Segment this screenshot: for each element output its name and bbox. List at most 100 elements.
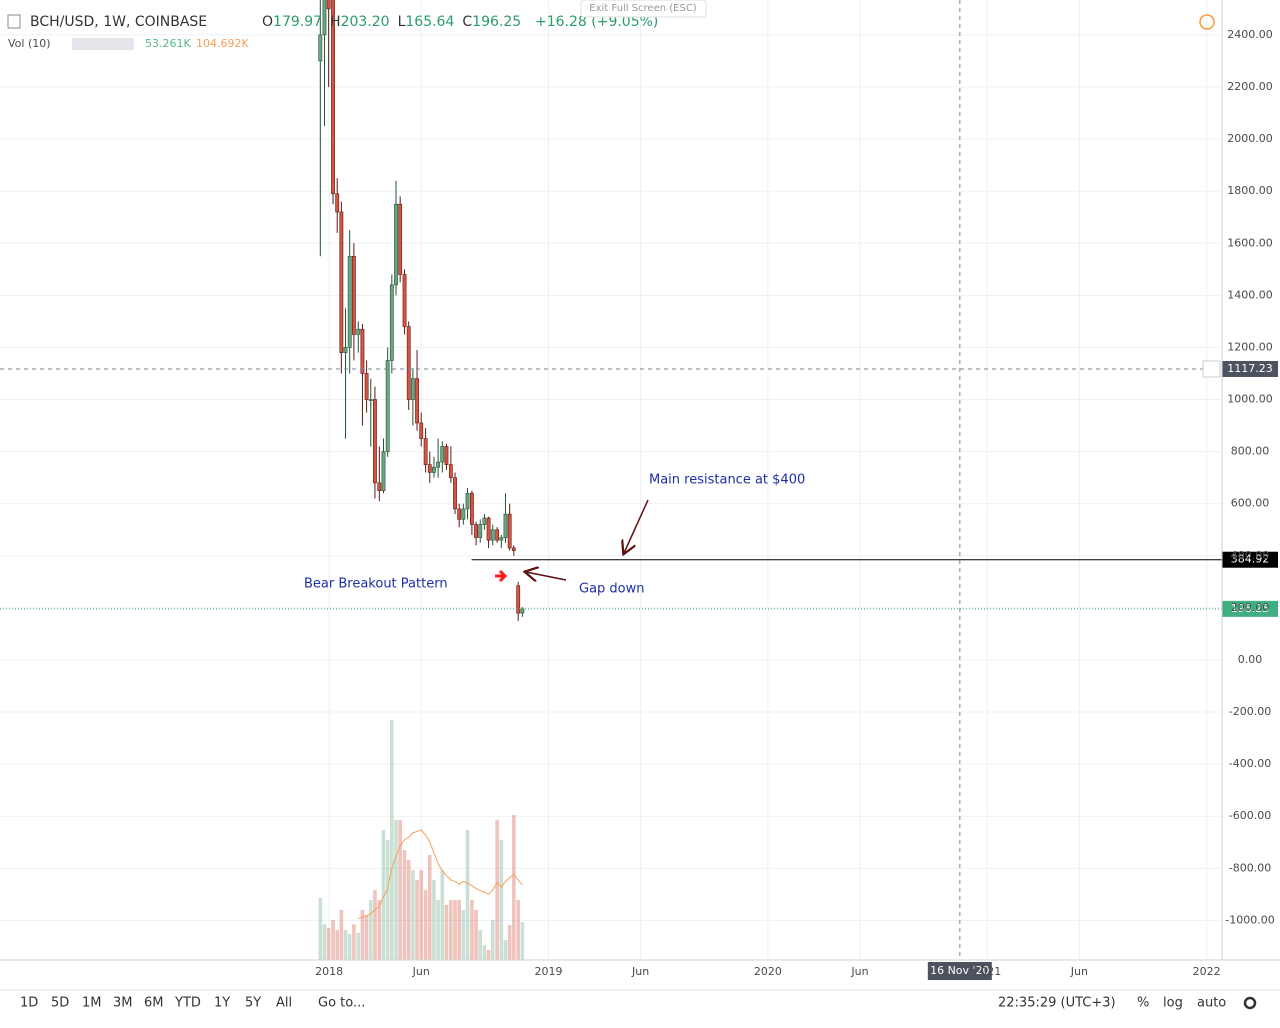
candle-body	[470, 492, 474, 525]
candle-body	[461, 508, 466, 520]
volume-bar	[415, 880, 419, 960]
x-tick-label: 2019	[534, 965, 562, 978]
volume-bar	[474, 910, 478, 960]
volume-bar	[402, 850, 407, 960]
range-button[interactable]: All	[276, 996, 292, 1011]
annotation: Bear Breakout Pattern	[304, 577, 448, 592]
x-tick-label: Jun	[631, 965, 649, 978]
range-button[interactable]: YTD	[174, 996, 201, 1011]
candle-body	[356, 328, 361, 335]
volume-bar	[398, 820, 402, 960]
volume-bar	[449, 900, 453, 960]
y-tick-label: -800.00	[1229, 861, 1271, 874]
collapse-icon[interactable]	[7, 14, 21, 29]
range-button[interactable]: 6M	[144, 996, 164, 1011]
candle-body	[394, 203, 398, 286]
candle-body	[453, 477, 457, 510]
candle-body	[368, 399, 373, 401]
volume-bar	[381, 830, 386, 960]
candle-body	[406, 326, 411, 400]
candle-body	[520, 608, 525, 614]
volume-bar	[419, 870, 424, 960]
ohlc-value: 179.97	[273, 14, 322, 30]
candle-body	[343, 347, 348, 353]
candle-body	[419, 422, 424, 439]
volume-bar	[394, 820, 398, 960]
chart-options: % log auto	[1137, 996, 1226, 1011]
x-tick-label: 2022	[1193, 965, 1221, 978]
candle-body	[381, 451, 386, 491]
y-tick-label: -400.00	[1229, 757, 1271, 770]
option-button[interactable]: log	[1163, 996, 1183, 1011]
volume-bar	[339, 910, 344, 960]
volume-bar	[335, 930, 340, 960]
volume-bar	[373, 890, 377, 960]
candle-body	[423, 438, 428, 465]
range-button[interactable]: 1Y	[214, 996, 230, 1011]
candle-body	[503, 513, 508, 538]
y-tick-label: 400.00	[1231, 549, 1270, 562]
y-tick-label: 0.00	[1238, 653, 1263, 666]
exit-fullscreen[interactable]: Exit Full Screen (ESC)	[589, 3, 697, 14]
arrow	[495, 569, 508, 583]
ohlc-value: 203.20	[341, 14, 390, 30]
volume-bar	[377, 900, 382, 960]
range-button[interactable]: 1D	[20, 996, 38, 1011]
ohlc-key: L	[398, 14, 406, 30]
volume-layer	[318, 720, 525, 960]
candle-body	[398, 203, 403, 275]
hline-box	[1222, 551, 1278, 568]
x-tick-label: 2018	[315, 965, 343, 978]
x-tick-label: Jun	[412, 965, 430, 978]
symbol[interactable]: BCH/USD, 1W, COINBASE	[30, 14, 207, 30]
plus-button[interactable]	[1202, 360, 1221, 378]
crosshair-x-box	[927, 962, 992, 980]
arrow	[526, 572, 567, 580]
y-tick-label: -1000.00	[1225, 913, 1274, 926]
candle-body	[432, 466, 436, 473]
candle-body	[440, 446, 445, 463]
option-button[interactable]: auto	[1197, 996, 1226, 1011]
range-button[interactable]: 3M	[113, 996, 133, 1011]
volume-label: Vol (10)	[8, 37, 51, 50]
candle-body	[377, 482, 382, 491]
volume-value: 53.261K	[145, 37, 191, 50]
range-button[interactable]: 5D	[51, 996, 69, 1011]
exit-fullscreen-button[interactable]	[580, 0, 707, 18]
volume-bar	[343, 930, 348, 960]
volume-bar	[432, 880, 436, 960]
range-button[interactable]: 5Y	[245, 996, 261, 1011]
annotation: Gap down	[579, 582, 645, 597]
candle-body	[322, 0, 327, 36]
volume-bar	[347, 934, 352, 960]
candle-body	[389, 284, 394, 361]
volume-bar	[322, 924, 327, 960]
volume-bar	[440, 870, 445, 960]
candle-body	[482, 517, 487, 525]
candle-body	[478, 524, 483, 538]
volume-bar	[457, 900, 461, 960]
alert-icon[interactable]	[1199, 14, 1215, 30]
y-tick-label: 1400.00	[1227, 288, 1273, 301]
y-tick-label: 2200.00	[1227, 80, 1273, 93]
candle-body	[474, 524, 478, 538]
option-button[interactable]: %	[1137, 996, 1149, 1011]
volume-ma-line	[358, 829, 523, 920]
range-buttons: 1D 5D 1M 3M 6M YTD 1Y 5Y All	[20, 996, 292, 1011]
goto[interactable]: Go to...	[318, 996, 365, 1011]
volume-bar	[520, 921, 525, 960]
range-button[interactable]: 1M	[82, 996, 102, 1011]
indicator-buttons[interactable]	[72, 38, 134, 50]
settings-icon[interactable]	[1243, 996, 1257, 1010]
volume-bar	[368, 900, 373, 960]
volume-bar	[470, 900, 474, 960]
overlay-layer: 196.25 384.92 1117.23 16 Nov '20	[0, 0, 1278, 980]
candle-body	[516, 585, 521, 614]
volume-bar	[486, 950, 491, 960]
y-tick-label: 1000.00	[1227, 393, 1273, 406]
volume-bar	[360, 910, 365, 960]
clock: 22:35:29 (UTC+3)	[998, 996, 1116, 1011]
last-price-box	[1222, 600, 1278, 617]
y-tick-label: 1800.00	[1227, 184, 1273, 197]
